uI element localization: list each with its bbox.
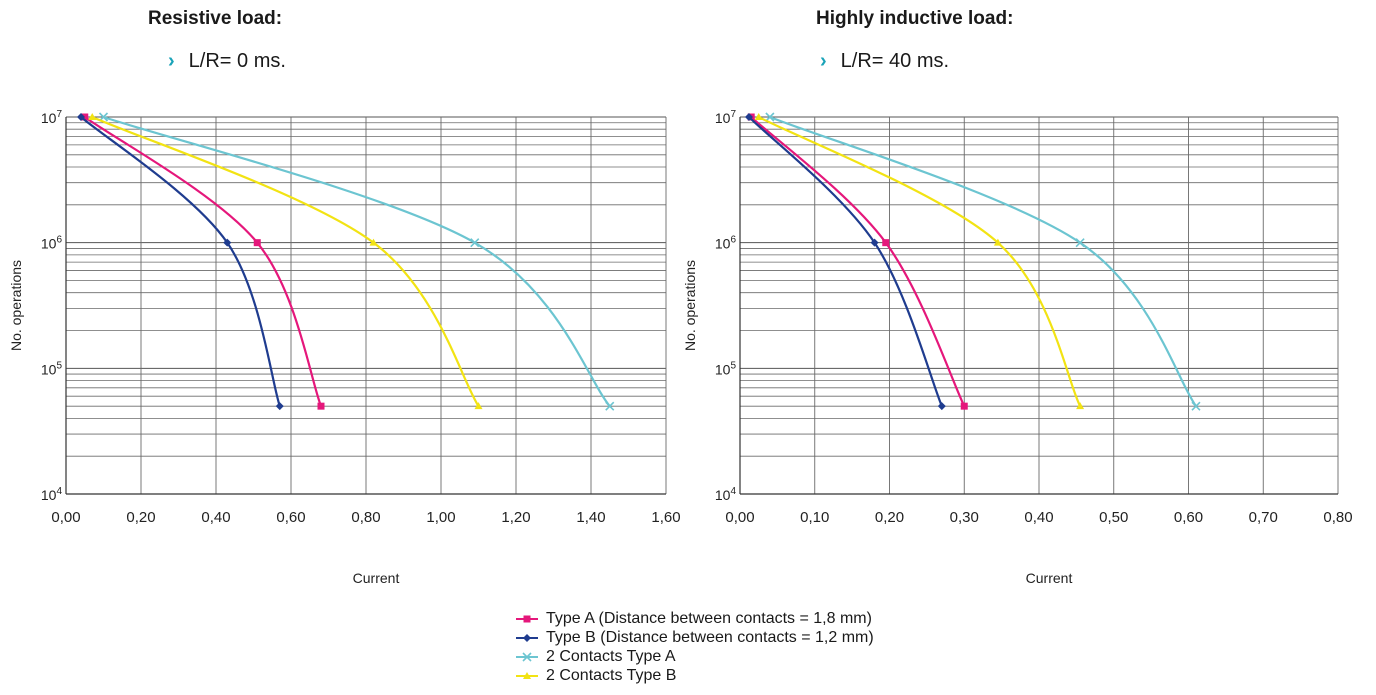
- legend-label: 2 Contacts Type A: [546, 647, 676, 665]
- x-tick-label: 1,00: [426, 509, 455, 526]
- data-point: [474, 402, 483, 410]
- series-4: [88, 113, 483, 410]
- panel-subtitle: L/R= 0 ms.: [188, 50, 286, 72]
- data-point: [317, 402, 325, 410]
- x-tick-label: 0,20: [126, 509, 155, 526]
- x-tick-label: 0,10: [800, 509, 829, 526]
- y-tick-label: 107: [41, 109, 63, 126]
- x-tick-label: 0,20: [875, 509, 904, 526]
- data-point: [960, 402, 968, 410]
- x-tick-label: 0,80: [1323, 509, 1352, 526]
- chevron-right-icon: ›: [820, 50, 827, 72]
- y-axis-label: No. operations: [8, 260, 24, 351]
- y-tick-label: 106: [41, 235, 63, 252]
- legend-item: Type A (Distance between contacts = 1,8 …: [514, 609, 874, 628]
- y-tick-label: 105: [41, 360, 63, 377]
- data-point: [870, 238, 879, 247]
- x-tick-label: 0,40: [201, 509, 230, 526]
- x-tick-label: 0,00: [51, 509, 80, 526]
- x-tick-label: 0,30: [950, 509, 979, 526]
- series-3: [98, 112, 615, 411]
- x-tick-label: 1,20: [501, 509, 530, 526]
- series-4: [754, 113, 1085, 410]
- data-point: [937, 402, 946, 411]
- panel-header-inductive: Highly inductive load: › L/R= 40 ms.: [816, 8, 1013, 73]
- series-line: [103, 115, 611, 407]
- data-point: [88, 113, 97, 120]
- x-axis-label: Current: [1026, 570, 1073, 586]
- data-point: [275, 402, 284, 411]
- x-tick-label: 0,40: [1024, 509, 1053, 526]
- panel-subtitle-row: › L/R= 0 ms.: [168, 50, 286, 73]
- y-tick-label: 104: [41, 486, 63, 503]
- legend-label: 2 Contacts Type B: [546, 666, 677, 684]
- data-point: [1075, 238, 1085, 248]
- data-point: [754, 113, 763, 120]
- y-tick-label: 106: [715, 235, 737, 252]
- legend-point: [523, 633, 531, 642]
- panel-subtitle: L/R= 40 ms.: [840, 50, 950, 72]
- panel-header-resistive: Resistive load: › L/R= 0 ms.: [148, 8, 286, 73]
- x-tick-label: 0,80: [351, 509, 380, 526]
- y-tick-label: 104: [715, 486, 737, 503]
- data-point: [605, 401, 615, 411]
- data-point: [882, 239, 890, 247]
- data-point: [369, 238, 378, 246]
- legend-item: 2 Contacts Type B: [514, 666, 874, 685]
- data-point: [744, 113, 753, 121]
- legend-label: Type B (Distance between contacts = 1,2 …: [546, 628, 874, 646]
- data-point: [470, 238, 480, 248]
- chart-resistive-load: 0,00 0,20 0,40 0,60 0,80 1,00 1,20 1,40 1,60 104 1…: [8, 109, 681, 586]
- grid: [739, 116, 1339, 495]
- chart-inductive-load: 0,00 0,10 0,20 0,30 0,40 0,50 0,60 0,70 0,80 104 1…: [682, 109, 1353, 586]
- panel-title: Highly inductive load:: [816, 8, 1014, 29]
- x-axis-label: Current: [353, 570, 400, 586]
- x-tick-label: 0,60: [1174, 509, 1203, 526]
- legend-point: [523, 615, 531, 622]
- series-3: [765, 112, 1201, 411]
- y-axis-label: No. operations: [682, 260, 698, 351]
- data-point: [765, 112, 775, 122]
- series-2: [744, 113, 946, 411]
- data-point: [77, 113, 85, 121]
- y-tick-label: 107: [715, 109, 737, 126]
- grid: [65, 116, 667, 495]
- legend-item: Type B (Distance between contacts = 1,2 …: [514, 628, 874, 647]
- data-point: [993, 238, 1002, 246]
- series-line: [748, 116, 943, 407]
- y-tick-label: 105: [715, 360, 737, 377]
- series-line: [769, 115, 1197, 407]
- data-point: [253, 239, 261, 247]
- legend-point: [523, 671, 531, 679]
- legend-label: Type A (Distance between contacts = 1,8 …: [546, 609, 872, 627]
- x-tick-label: 0,50: [1099, 509, 1128, 526]
- data-point: [223, 238, 232, 247]
- x-tick-label: 1,40: [576, 509, 605, 526]
- panel-subtitle-row: › L/R= 40 ms.: [820, 50, 1013, 73]
- x-tick-label: 0,70: [1249, 509, 1278, 526]
- legend-item: 2 Contacts Type A: [514, 647, 874, 666]
- panel-title: Resistive load:: [148, 8, 283, 29]
- series-2: [77, 113, 284, 411]
- data-point: [1076, 402, 1085, 410]
- chevron-right-icon: ›: [168, 50, 175, 72]
- legend-marker-icon: [516, 651, 538, 662]
- x-tick-label: 0,00: [725, 509, 754, 526]
- x-tick-label: 1,60: [651, 509, 680, 526]
- legend-marker-icon: [516, 671, 538, 679]
- series-1: [81, 113, 325, 410]
- series-1: [747, 113, 968, 410]
- data-point: [1191, 401, 1201, 411]
- x-tick-label: 0,60: [276, 509, 305, 526]
- legend-marker-icon: [516, 615, 538, 622]
- series-line: [750, 116, 966, 407]
- series-line: [91, 115, 480, 407]
- legend-marker-icon: [516, 633, 538, 642]
- legend: Type A (Distance between contacts = 1,8 …: [514, 609, 874, 685]
- series-line: [758, 116, 1082, 407]
- legend-point: [522, 651, 532, 662]
